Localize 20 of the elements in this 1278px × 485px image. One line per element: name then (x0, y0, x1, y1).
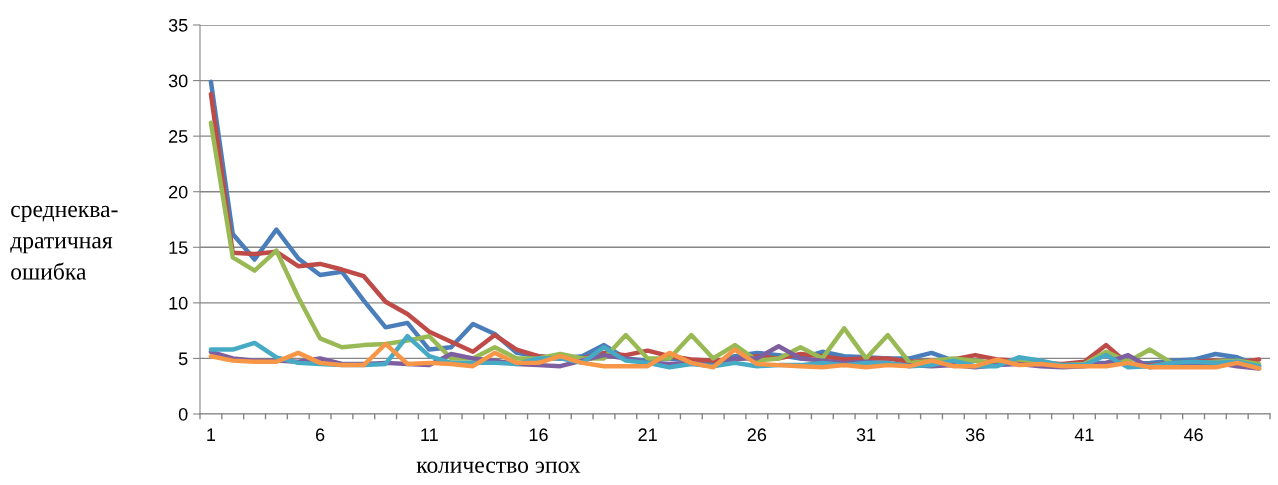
x-tick-label: 31 (856, 428, 876, 442)
x-tick-label: 16 (529, 428, 548, 442)
y-tick-label: 10 (169, 296, 188, 310)
x-axis-title: количество эпох (416, 461, 581, 473)
y-tick-label: 30 (168, 74, 188, 88)
y-tick-label: 15 (169, 241, 188, 255)
y-tick-label: 5 (178, 352, 188, 366)
x-tick-label: 11 (421, 428, 438, 441)
y-tick-label: 0 (178, 407, 188, 421)
x-tick-label: 26 (747, 428, 767, 442)
y-tick-label: 25 (169, 130, 188, 143)
x-tick-label: 46 (1183, 428, 1203, 442)
x-tick-label: 1 (207, 428, 216, 441)
y-axis-title: среднеква- дратичная ошибка (10, 205, 118, 280)
x-tick-label: 41 (1074, 428, 1094, 441)
y-tick-label: 35 (168, 18, 188, 32)
x-tick-label: 6 (316, 428, 325, 442)
x-tick-label: 21 (638, 428, 657, 441)
y-tick-label: 20 (169, 185, 188, 199)
x-tick-label: 36 (965, 428, 985, 442)
